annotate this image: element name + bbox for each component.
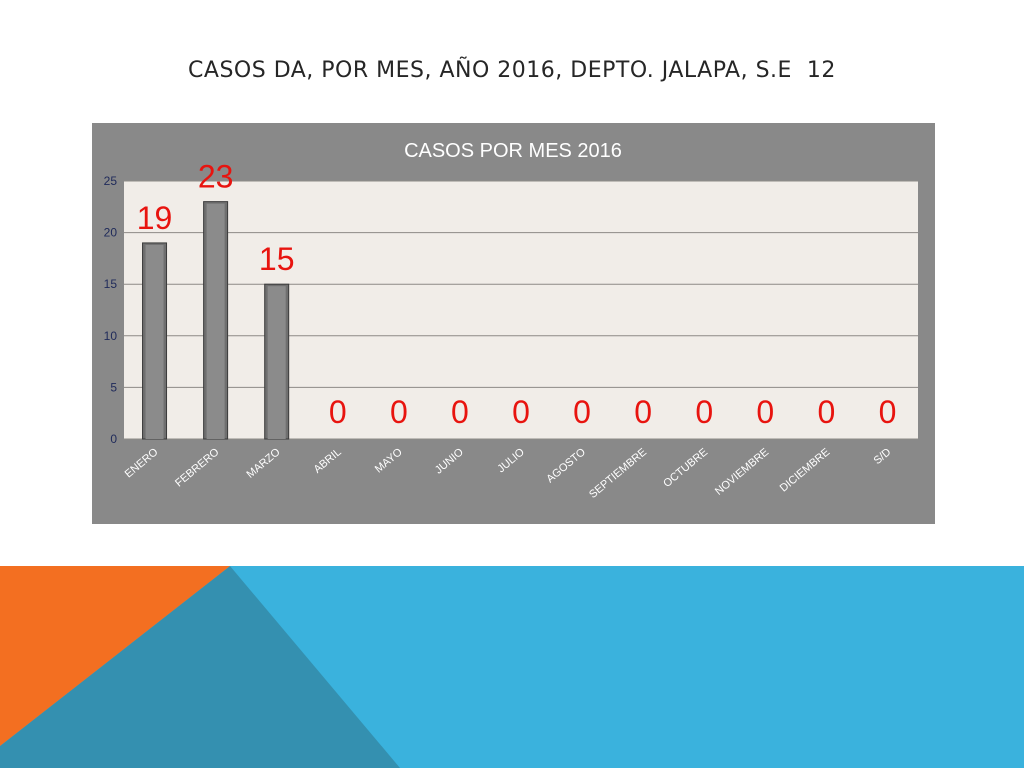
plot-area	[124, 181, 918, 439]
data-labels: 19 23 15 0 0 0 0 0 0 0 0 0 0	[137, 159, 897, 430]
y-tick-label: 5	[110, 380, 117, 394]
data-label: 0	[879, 394, 897, 430]
data-label: 0	[390, 394, 408, 430]
y-tick-label: 10	[104, 329, 118, 343]
data-label: 15	[259, 241, 295, 277]
bar-face	[145, 244, 164, 439]
x-category-label: SEPTIEMBRE	[587, 446, 649, 501]
y-axis-ticks: 0 5 10 15 20 25	[104, 174, 118, 446]
y-tick-label: 0	[110, 432, 117, 446]
deco-teal-triangle	[0, 566, 400, 768]
y-tick-label: 20	[104, 226, 118, 240]
chart-frame: CASOS POR MES 2016 0 5 10 15 20 25 ENERO FEBRE…	[92, 123, 935, 524]
gridlines	[124, 180, 918, 440]
bar-face	[267, 286, 286, 439]
bar	[203, 201, 229, 440]
data-label: 0	[756, 394, 774, 430]
y-tick-label: 25	[104, 174, 118, 188]
data-label: 0	[634, 394, 652, 430]
x-category-label: FEBRERO	[173, 446, 222, 490]
data-label: 0	[573, 394, 591, 430]
x-category-label: ENERO	[123, 446, 161, 481]
deco-orange-triangle	[0, 566, 230, 746]
x-category-label: NOVIEMBRE	[713, 446, 771, 498]
bar	[142, 242, 168, 440]
x-category-label: AGOSTO	[544, 446, 588, 486]
bars	[142, 201, 290, 440]
data-label: 0	[695, 394, 713, 430]
bar-face	[206, 203, 225, 439]
x-category-label: DICIEMBRE	[778, 446, 833, 494]
x-category-label: MAYO	[373, 446, 405, 476]
bar	[264, 283, 290, 440]
decorative-band	[0, 566, 1024, 768]
x-category-label: ABRIL	[312, 446, 344, 476]
data-label: 23	[198, 159, 234, 195]
slide-title: CASOS DA, POR MES, AÑO 2016, DEPTO. JALA…	[188, 58, 836, 83]
data-label: 19	[137, 200, 173, 236]
x-category-label: S/D	[872, 446, 894, 467]
x-axis-labels: ENERO FEBRERO MARZO ABRIL MAYO JUNIO JULIO AGOS…	[123, 446, 894, 501]
x-category-label: JULIO	[495, 446, 527, 476]
x-category-label: OCTUBRE	[661, 446, 710, 490]
data-label: 0	[512, 394, 530, 430]
data-label: 0	[329, 394, 347, 430]
data-label: 0	[451, 394, 469, 430]
y-tick-label: 15	[104, 277, 118, 291]
bar-chart: CASOS POR MES 2016 0 5 10 15 20 25 ENERO FEBRE…	[104, 140, 918, 501]
data-label: 0	[817, 394, 835, 430]
x-category-label: MARZO	[244, 446, 282, 481]
x-category-label: JUNIO	[433, 446, 466, 477]
chart-title: CASOS POR MES 2016	[404, 140, 622, 162]
